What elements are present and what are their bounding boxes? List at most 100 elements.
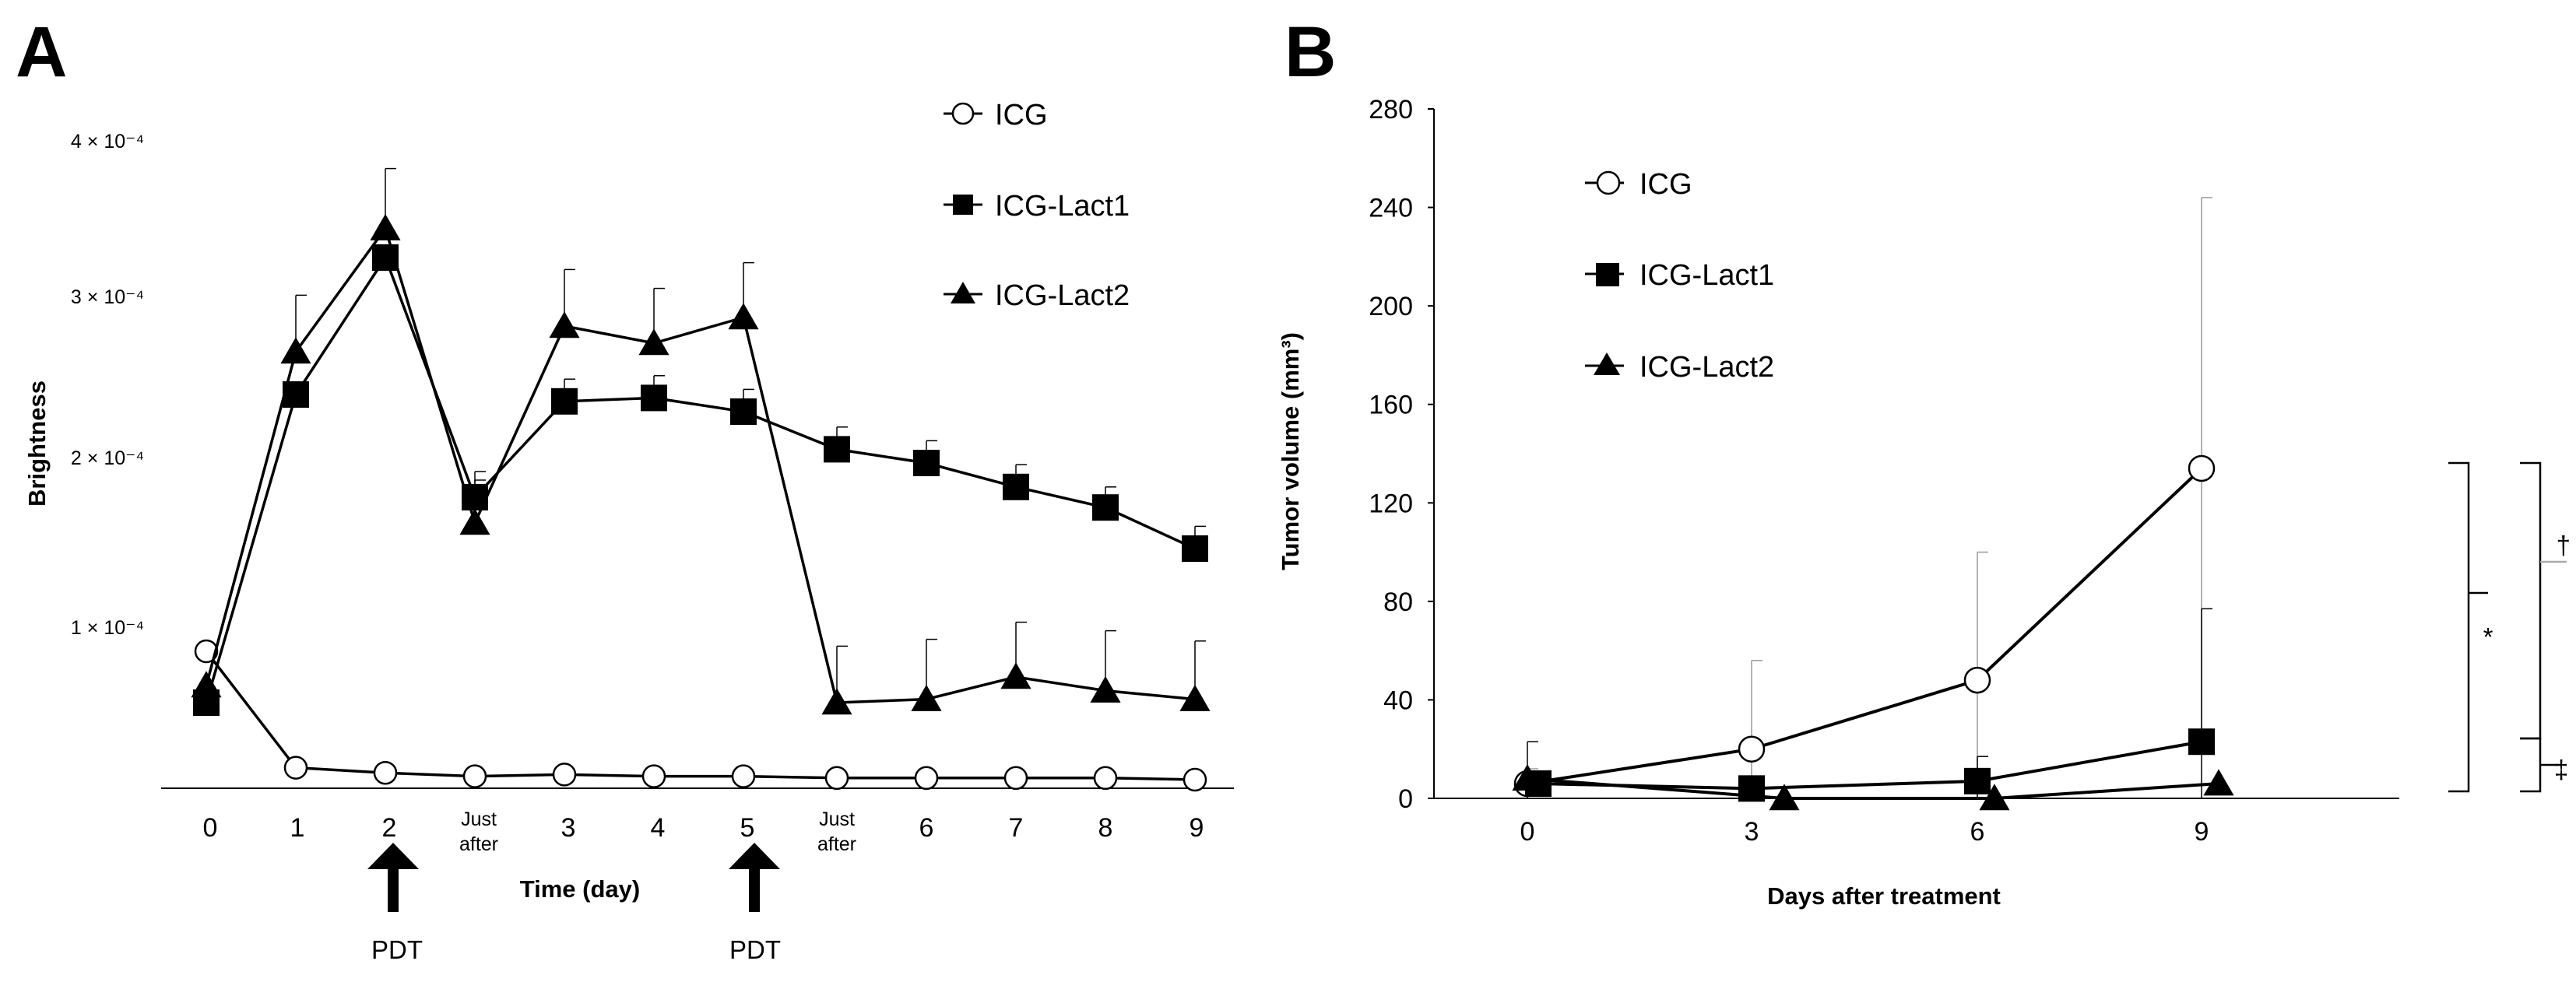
pdt-arrow-icon xyxy=(729,843,780,912)
filled-square-icon xyxy=(953,195,973,215)
legend-label-icg: ICG xyxy=(995,99,1048,132)
panel-a-x-tick-just-after: Just after xyxy=(817,808,856,855)
panel-a-x-tick: 5 xyxy=(740,813,755,843)
panel-b-x-tick: 6 xyxy=(1970,817,1985,847)
panel-a-plot xyxy=(191,167,1211,792)
data-point xyxy=(1093,766,1118,791)
panel-b-label: B xyxy=(1284,12,1336,92)
data-point xyxy=(1512,763,1543,791)
panel-b-y-tick: 0 xyxy=(1398,784,1413,814)
significance-double-dagger: ‡ xyxy=(2554,755,2568,784)
panel-a-x-tick: 8 xyxy=(1098,813,1113,843)
legend-label-icg-lact2: ICG-Lact2 xyxy=(1639,351,1774,384)
panel-a-x-tick: 3 xyxy=(561,813,576,843)
panel-b-y-tick: 200 xyxy=(1369,292,1413,321)
panel-b-legend: ICG ICG-Lact1 ICG-Lact2 xyxy=(1585,168,1774,384)
series-line xyxy=(205,650,1196,781)
data-point xyxy=(824,766,849,791)
data-point xyxy=(1003,473,1029,500)
open-circle-icon xyxy=(951,102,975,125)
data-point xyxy=(1769,784,1800,811)
data-point xyxy=(1090,675,1121,703)
panel-b-y-tick: 240 xyxy=(1369,194,1413,223)
panel-b-y-tick: 160 xyxy=(1369,391,1413,420)
panel-b-y-title: Tumor volume (mm³) xyxy=(1277,332,1304,570)
series-line xyxy=(1527,777,2219,800)
significance-asterisk: * xyxy=(2483,623,2493,651)
panel-b-y-tick: 120 xyxy=(1369,489,1413,518)
panel-a-x-tick: 7 xyxy=(1009,813,1024,843)
panel-a-x-tick-just-after: Just after xyxy=(459,808,498,855)
panel-a-y-tick: 2 × 10⁻⁴ xyxy=(71,447,144,469)
data-point xyxy=(1183,767,1207,792)
panel-b-x-title: Days after treatment xyxy=(1767,882,2001,910)
filled-triangle-icon xyxy=(951,282,975,303)
data-point xyxy=(2188,454,2216,482)
series-line xyxy=(205,254,1196,703)
data-point xyxy=(911,684,942,711)
panel-b-y-tick: 280 xyxy=(1369,95,1413,125)
series-icg-lact2 xyxy=(1512,741,2234,811)
data-point xyxy=(1738,735,1766,763)
data-point xyxy=(730,398,757,425)
panel-a-x-tick: 6 xyxy=(919,813,934,843)
data-point xyxy=(824,436,850,463)
data-point xyxy=(641,764,666,788)
data-point xyxy=(638,328,669,356)
data-point xyxy=(731,764,756,788)
data-point xyxy=(1963,666,1991,694)
data-point xyxy=(728,303,759,330)
data-point xyxy=(641,384,667,412)
series-icg-lact1 xyxy=(193,244,1208,716)
data-point xyxy=(549,311,580,338)
data-point xyxy=(280,337,311,364)
panel-b-x-tick: 0 xyxy=(1520,817,1535,847)
data-point xyxy=(821,688,852,715)
panel-a-x-tick: 4 xyxy=(651,813,666,843)
data-point xyxy=(194,639,219,664)
pdt-label: PDT xyxy=(371,935,423,964)
panel-a-x-tick: 1 xyxy=(290,813,305,843)
data-point xyxy=(914,766,939,791)
series-line xyxy=(1538,740,2202,791)
data-point xyxy=(552,763,577,787)
data-point xyxy=(462,764,487,788)
open-circle-icon xyxy=(1596,170,1621,195)
data-point xyxy=(370,213,401,240)
panel-a: A 1 × 10⁻⁴ 2 × 10⁻⁴ 3 × 10⁻⁴ 4 × 10⁻⁴ Br… xyxy=(16,12,1234,964)
series-icg-lact1 xyxy=(1525,608,2215,802)
panel-b-y-ticks: 0 40 80 120 160 200 240 280 xyxy=(1369,95,1434,814)
data-point xyxy=(1092,494,1119,521)
panel-b-plot xyxy=(1512,197,2234,811)
data-point xyxy=(551,388,578,415)
series-line xyxy=(205,225,1196,704)
data-point xyxy=(2203,769,2234,796)
significance-dagger: † xyxy=(2557,531,2571,559)
panel-a-label: A xyxy=(16,12,67,92)
panel-a-y-tick: 4 × 10⁻⁴ xyxy=(71,131,144,153)
legend-label-icg-lact2: ICG-Lact2 xyxy=(995,279,1130,312)
panel-a-legend: ICG ICG-Lact1 ICG-Lact2 xyxy=(944,99,1130,312)
data-point xyxy=(1179,684,1211,711)
panel-a-y-tick: 1 × 10⁻⁴ xyxy=(71,617,144,639)
series-icg xyxy=(1513,197,2216,799)
significance-brackets: † * ‡ xyxy=(2448,461,2571,793)
panel-b: B 0 40 80 120 160 200 240 280 Tumor volume (mm³… xyxy=(1277,12,2571,910)
data-point xyxy=(459,508,490,535)
data-point xyxy=(1182,535,1208,562)
filled-square-icon xyxy=(1596,263,1619,286)
data-point xyxy=(283,756,308,780)
data-point xyxy=(1979,784,2010,811)
pdt-label: PDT xyxy=(729,935,781,964)
data-point xyxy=(1964,767,1991,794)
panel-b-x-tick: 9 xyxy=(2195,817,2209,847)
filled-triangle-icon xyxy=(1594,352,1620,375)
series-icg-lact2 xyxy=(191,167,1211,715)
panel-a-y-title: Brightness xyxy=(23,381,51,507)
series-line xyxy=(1527,467,2203,785)
legend-label-icg-lact1: ICG-Lact1 xyxy=(1639,259,1774,292)
data-point xyxy=(1003,766,1028,791)
panel-a-y-tick: 3 × 10⁻⁴ xyxy=(71,286,144,308)
pdt-arrow-icon xyxy=(367,843,419,912)
